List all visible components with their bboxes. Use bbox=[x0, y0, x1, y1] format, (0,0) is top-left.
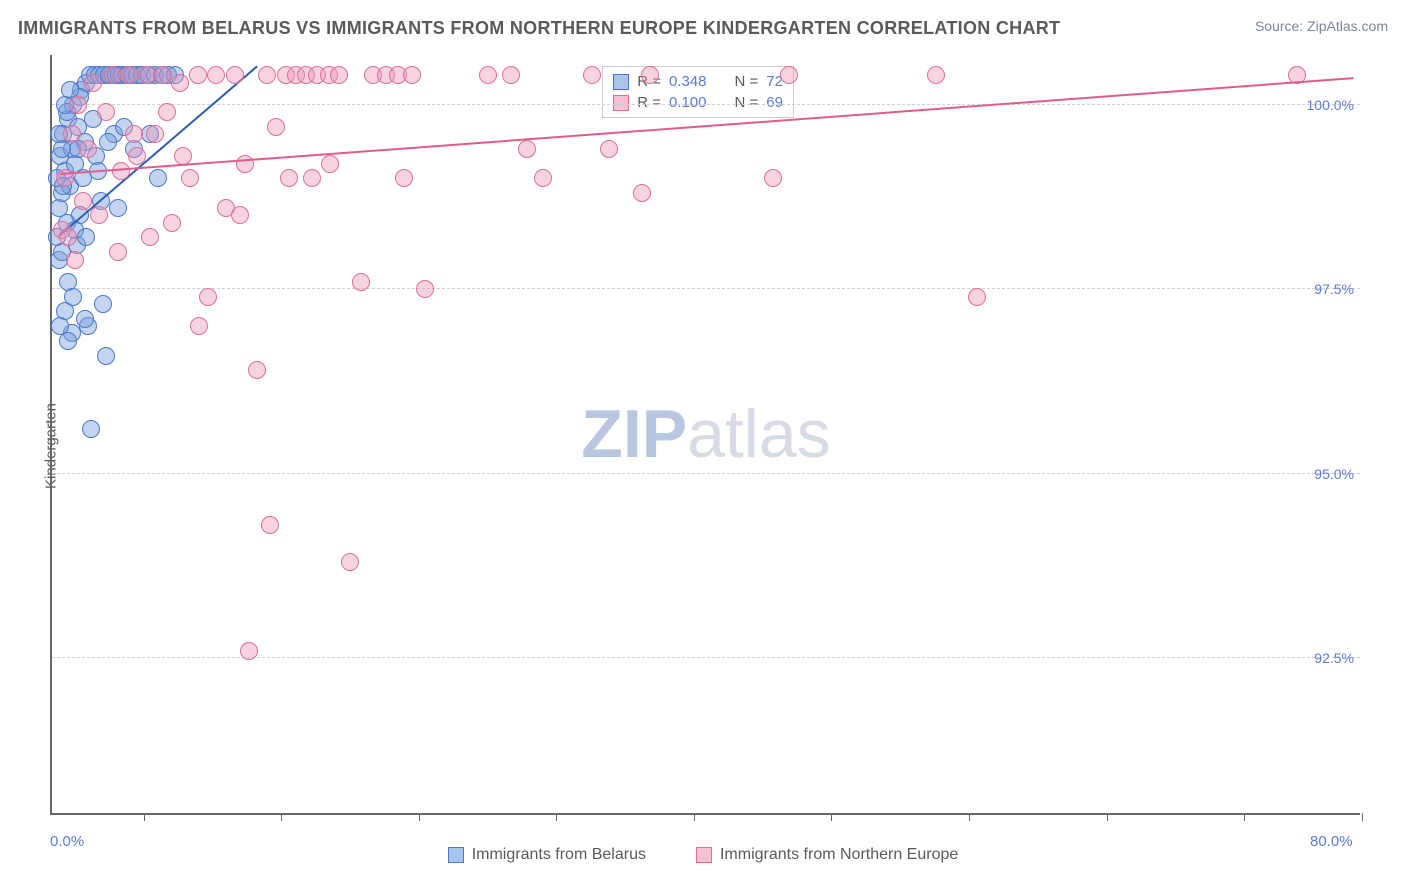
data-point bbox=[120, 66, 138, 84]
stat-n-label: N = bbox=[735, 73, 759, 90]
x-tick bbox=[969, 813, 970, 821]
data-point bbox=[82, 420, 100, 438]
data-point bbox=[74, 192, 92, 210]
data-point bbox=[190, 317, 208, 335]
data-point bbox=[99, 133, 117, 151]
y-tick-label: 92.5% bbox=[1314, 650, 1354, 666]
x-tick bbox=[831, 813, 832, 821]
data-point bbox=[248, 361, 266, 379]
data-point bbox=[90, 206, 108, 224]
data-point bbox=[502, 66, 520, 84]
x-tick bbox=[694, 813, 695, 821]
data-point bbox=[84, 74, 102, 92]
data-point bbox=[280, 169, 298, 187]
data-point bbox=[104, 66, 122, 84]
watermark: ZIPatlas bbox=[581, 395, 830, 473]
data-point bbox=[600, 140, 618, 158]
data-point bbox=[321, 155, 339, 173]
x-tick bbox=[144, 813, 145, 821]
data-point bbox=[63, 125, 81, 143]
x-tick bbox=[556, 813, 557, 821]
data-point bbox=[479, 66, 497, 84]
data-point bbox=[146, 125, 164, 143]
legend-item: Immigrants from Belarus bbox=[448, 846, 646, 864]
data-point bbox=[76, 310, 94, 328]
data-point bbox=[780, 66, 798, 84]
data-point bbox=[69, 96, 87, 114]
data-point bbox=[207, 66, 225, 84]
bottom-legend: Immigrants from Belarus Immigrants from N… bbox=[0, 846, 1406, 864]
gridline bbox=[52, 288, 1360, 289]
data-point bbox=[97, 347, 115, 365]
data-point bbox=[226, 66, 244, 84]
data-point bbox=[125, 125, 143, 143]
source-label: Source: ZipAtlas.com bbox=[1255, 18, 1388, 34]
data-point bbox=[109, 243, 127, 261]
legend-swatch bbox=[448, 847, 464, 863]
data-point bbox=[416, 280, 434, 298]
data-point bbox=[267, 118, 285, 136]
x-tick bbox=[419, 813, 420, 821]
x-tick bbox=[1107, 813, 1108, 821]
data-point bbox=[403, 66, 421, 84]
stat-r-value: 0.348 bbox=[669, 73, 707, 90]
data-point bbox=[128, 147, 146, 165]
x-tick bbox=[1362, 813, 1363, 821]
data-point bbox=[66, 251, 84, 269]
data-point bbox=[94, 295, 112, 313]
data-point bbox=[633, 184, 651, 202]
data-point bbox=[341, 553, 359, 571]
data-point bbox=[352, 273, 370, 291]
x-tick bbox=[1244, 813, 1245, 821]
data-point bbox=[261, 516, 279, 534]
data-point bbox=[77, 228, 95, 246]
legend-swatch bbox=[696, 847, 712, 863]
gridline bbox=[52, 473, 1360, 474]
legend-label: Immigrants from Northern Europe bbox=[720, 846, 958, 864]
data-point bbox=[303, 169, 321, 187]
data-point bbox=[236, 155, 254, 173]
scatter-plot: ZIPatlas R =0.348N =72R =0.100N =69 100.… bbox=[50, 55, 1360, 815]
data-point bbox=[79, 140, 97, 158]
data-point bbox=[231, 206, 249, 224]
data-point bbox=[109, 199, 127, 217]
data-point bbox=[258, 66, 276, 84]
data-point bbox=[64, 288, 82, 306]
data-point bbox=[163, 214, 181, 232]
data-point bbox=[154, 66, 172, 84]
y-tick-label: 100.0% bbox=[1307, 97, 1354, 113]
gridline bbox=[52, 104, 1360, 105]
data-point bbox=[59, 228, 77, 246]
data-point bbox=[927, 66, 945, 84]
data-point bbox=[171, 74, 189, 92]
chart-title: IMMIGRANTS FROM BELARUS VS IMMIGRANTS FR… bbox=[18, 18, 1060, 39]
x-tick bbox=[281, 813, 282, 821]
stats-row: R =0.348N =72 bbox=[613, 71, 783, 92]
y-tick-label: 97.5% bbox=[1314, 281, 1354, 297]
data-point bbox=[189, 66, 207, 84]
data-point bbox=[764, 169, 782, 187]
data-point bbox=[199, 288, 217, 306]
data-point bbox=[51, 317, 69, 335]
data-point bbox=[518, 140, 536, 158]
legend-item: Immigrants from Northern Europe bbox=[696, 846, 958, 864]
data-point bbox=[181, 169, 199, 187]
data-point bbox=[330, 66, 348, 84]
legend-label: Immigrants from Belarus bbox=[472, 846, 646, 864]
legend-swatch bbox=[613, 74, 629, 90]
data-point bbox=[534, 169, 552, 187]
data-point bbox=[641, 66, 659, 84]
data-point bbox=[240, 642, 258, 660]
data-point bbox=[97, 103, 115, 121]
y-tick-label: 95.0% bbox=[1314, 466, 1354, 482]
stats-legend-box: R =0.348N =72R =0.100N =69 bbox=[602, 66, 794, 118]
data-point bbox=[138, 66, 156, 84]
data-point bbox=[968, 288, 986, 306]
data-point bbox=[141, 228, 159, 246]
data-point bbox=[395, 169, 413, 187]
data-point bbox=[149, 169, 167, 187]
data-point bbox=[158, 103, 176, 121]
data-point bbox=[583, 66, 601, 84]
data-point bbox=[112, 162, 130, 180]
